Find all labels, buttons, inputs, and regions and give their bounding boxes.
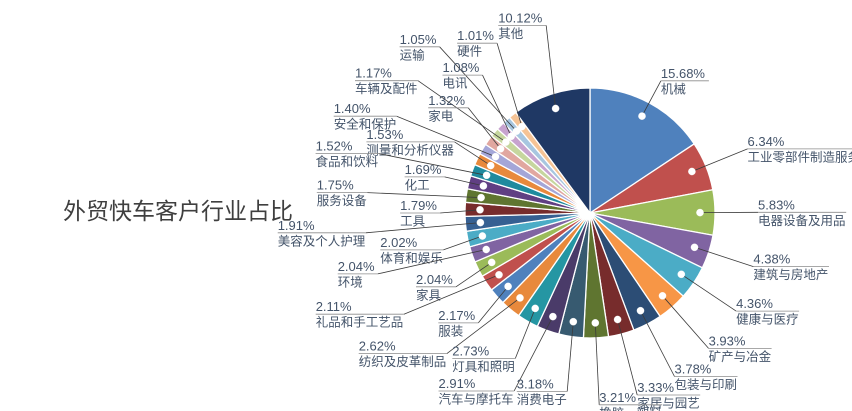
svg-text:10.12%: 10.12%: [498, 10, 543, 25]
svg-text:电讯: 电讯: [443, 77, 469, 91]
svg-text:体育和娱乐: 体育和娱乐: [380, 250, 443, 265]
svg-text:3.18%: 3.18%: [517, 377, 554, 392]
svg-text:1.75%: 1.75%: [317, 178, 354, 193]
svg-text:1.05%: 1.05%: [400, 32, 437, 47]
svg-text:环境: 环境: [338, 274, 363, 289]
svg-text:健康与医疗: 健康与医疗: [736, 312, 799, 327]
svg-text:15.68%: 15.68%: [661, 66, 706, 81]
svg-text:1.01%: 1.01%: [457, 28, 494, 43]
svg-text:2.17%: 2.17%: [438, 308, 475, 323]
svg-text:食品和饮料: 食品和饮料: [316, 154, 379, 169]
svg-text:家电: 家电: [428, 108, 454, 123]
svg-text:机械: 机械: [661, 81, 687, 96]
svg-text:4.36%: 4.36%: [736, 296, 773, 311]
svg-text:1.52%: 1.52%: [316, 139, 353, 154]
svg-text:测量和分析仪器: 测量和分析仪器: [366, 143, 454, 157]
svg-text:车辆及配件: 车辆及配件: [355, 81, 418, 96]
svg-text:2.91%: 2.91%: [439, 376, 476, 391]
svg-text:1.08%: 1.08%: [443, 60, 480, 75]
svg-text:1.69%: 1.69%: [405, 162, 442, 177]
svg-text:消费电子: 消费电子: [517, 393, 567, 407]
svg-text:3.93%: 3.93%: [709, 333, 746, 348]
svg-text:2.11%: 2.11%: [316, 299, 352, 314]
svg-text:建筑与房地产: 建筑与房地产: [753, 267, 828, 282]
svg-text:6.34%: 6.34%: [748, 134, 785, 149]
svg-text:2.04%: 2.04%: [416, 272, 453, 287]
svg-text:1.53%: 1.53%: [366, 127, 403, 142]
svg-text:矿产与冶金: 矿产与冶金: [709, 349, 772, 364]
svg-text:1.79%: 1.79%: [400, 198, 437, 213]
svg-text:3.33%: 3.33%: [637, 380, 674, 395]
svg-text:3.78%: 3.78%: [675, 362, 712, 377]
svg-text:4.38%: 4.38%: [753, 252, 790, 267]
svg-text:1.17%: 1.17%: [355, 66, 392, 81]
svg-text:服务设备: 服务设备: [317, 193, 368, 208]
svg-text:5.83%: 5.83%: [758, 197, 795, 212]
svg-text:2.02%: 2.02%: [380, 235, 417, 250]
svg-text:化工: 化工: [405, 178, 430, 192]
svg-text:3.21%: 3.21%: [599, 390, 636, 405]
svg-text:包装与印刷: 包装与印刷: [675, 378, 738, 392]
svg-text:运输: 运输: [400, 47, 426, 62]
svg-text:其他: 其他: [498, 27, 524, 41]
svg-text:工业零部件制造服务: 工业零部件制造服务: [748, 149, 852, 164]
svg-text:2.62%: 2.62%: [359, 339, 396, 354]
svg-text:汽车与摩托车: 汽车与摩托车: [439, 392, 514, 407]
svg-text:硬件: 硬件: [457, 45, 482, 59]
svg-text:2.04%: 2.04%: [338, 259, 375, 274]
svg-text:橡胶，塑料: 橡胶，塑料: [599, 405, 662, 411]
svg-text:电器设备及用品: 电器设备及用品: [758, 213, 846, 228]
svg-text:礼品和手工艺品: 礼品和手工艺品: [316, 315, 404, 330]
svg-text:灯具和照明: 灯具和照明: [452, 360, 515, 374]
svg-text:美容及个人护理: 美容及个人护理: [278, 233, 366, 248]
svg-text:服装: 服装: [438, 324, 463, 338]
svg-text:1.40%: 1.40%: [334, 101, 371, 116]
svg-text:2.73%: 2.73%: [452, 344, 489, 359]
svg-text:纺织及皮革制品: 纺织及皮革制品: [359, 355, 447, 369]
svg-text:1.32%: 1.32%: [428, 93, 465, 108]
svg-text:工具: 工具: [400, 215, 426, 229]
